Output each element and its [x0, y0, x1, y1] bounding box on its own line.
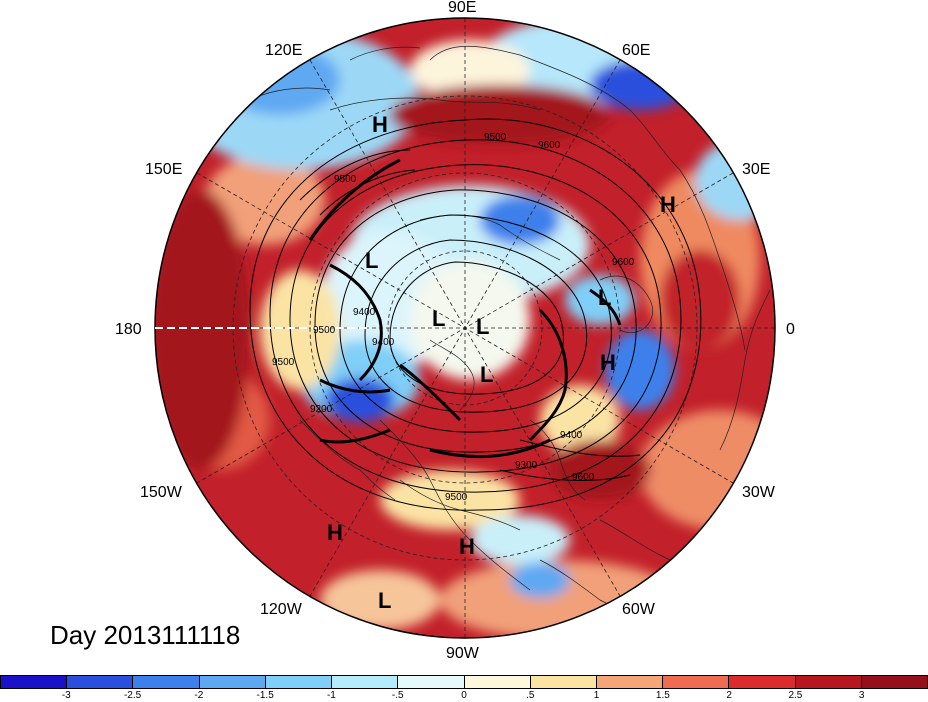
colorbar-tick-label: 1 [593, 690, 600, 701]
contour-label: 9500 [334, 174, 357, 185]
lon-label-120w: 120W [260, 601, 303, 618]
colorbar-tick-label: 0 [461, 690, 467, 701]
low-pressure-label: L [476, 314, 489, 339]
lon-label-90e: 90E [448, 0, 476, 16]
high-pressure-label: H [600, 350, 616, 375]
contour-label: 9300 [515, 460, 538, 471]
colorbar-swatch [861, 676, 928, 688]
colorbar-swatch [663, 676, 730, 688]
contour-label: 9600 [538, 140, 561, 151]
colorbar-tick-label: 1.5 [655, 690, 670, 701]
colorbar-tick-label: 2.5 [788, 690, 803, 701]
height-contours [249, 118, 702, 511]
contour-label: 9600 [572, 472, 595, 483]
contour-label: 9500 [484, 132, 507, 143]
lon-label-180: 180 [115, 321, 142, 338]
lon-label-30e: 30E [742, 161, 770, 178]
colorbar-swatch [67, 676, 134, 688]
lon-label-30w: 30W [742, 484, 776, 501]
low-pressure-label: L [480, 362, 493, 387]
colorbar-swatch [398, 676, 465, 688]
colorbar-swatch [596, 676, 664, 688]
lon-label-60e: 60E [622, 42, 650, 59]
colorbar-tick-label: -1.5 [256, 690, 274, 701]
pressure-centers: H H H H H L L L L L L [327, 112, 676, 613]
lon-label-150e: 150E [145, 161, 182, 178]
low-pressure-label: L [598, 285, 611, 310]
lon-label-90w: 90W [446, 645, 480, 662]
lon-label-150w: 150W [140, 484, 183, 501]
colorbar-tick-label: -.5 [391, 690, 404, 701]
colorbar-tick-label: 3 [858, 690, 865, 701]
low-pressure-label: L [378, 588, 391, 613]
lon-label-0: 0 [786, 321, 795, 338]
colorbar-swatch [729, 676, 796, 688]
colorbar-tick-label: -3 [61, 690, 71, 701]
colorbar-labels: -3 -2.5 -2 -1.5 -1 -.5 0 .5 1 1.5 2 2.5 3 [0, 690, 928, 702]
colorbar-swatch [1, 676, 68, 688]
colorbar-tick-label: 2 [726, 690, 732, 701]
colorbar-swatch [795, 676, 862, 688]
high-pressure-label: H [372, 112, 388, 137]
colorbar-swatch [332, 676, 399, 688]
colorbar-tick-label: -2.5 [123, 690, 142, 701]
colorbar-tick-label: .5 [526, 690, 535, 701]
colorbar-swatch [199, 676, 266, 688]
colorbar-swatch [464, 676, 531, 688]
contour-label: 9400 [560, 430, 583, 441]
high-pressure-label: H [660, 192, 676, 217]
low-pressure-label: L [365, 248, 378, 273]
contour-label: 9200 [310, 404, 333, 415]
lon-label-120e: 120E [265, 42, 302, 59]
contour-label: 9500 [313, 325, 336, 336]
low-pressure-label: L [432, 306, 445, 331]
colorbar-swatch [133, 676, 200, 688]
colorbar-tick-label: -1 [326, 690, 336, 701]
contour-label: 9500 [272, 357, 295, 368]
contour-label: 9500 [445, 492, 468, 503]
contour-labels: 9500 9600 9500 9600 9400 9500 9400 9200 … [272, 132, 635, 503]
polar-map: 9500 9600 9500 9600 9400 9500 9400 9200 … [115, 0, 795, 662]
contour-label: 9400 [372, 337, 395, 348]
colorbar-swatch [530, 676, 597, 688]
longitude-labels: 90E 60E 30E 0 30W 60W 90W 120W 150W 180 … [115, 0, 795, 662]
colorbar-tick-label: -2 [194, 690, 204, 701]
contour-label: 9400 [353, 307, 376, 318]
lon-label-60w: 60W [622, 601, 656, 618]
colorbar-swatch [265, 676, 333, 688]
colorbar [0, 675, 928, 689]
high-pressure-label: H [459, 534, 475, 559]
contour-label: 9600 [612, 257, 635, 268]
high-pressure-label: H [327, 520, 343, 545]
map-title: Day 2013111118 [50, 620, 241, 650]
